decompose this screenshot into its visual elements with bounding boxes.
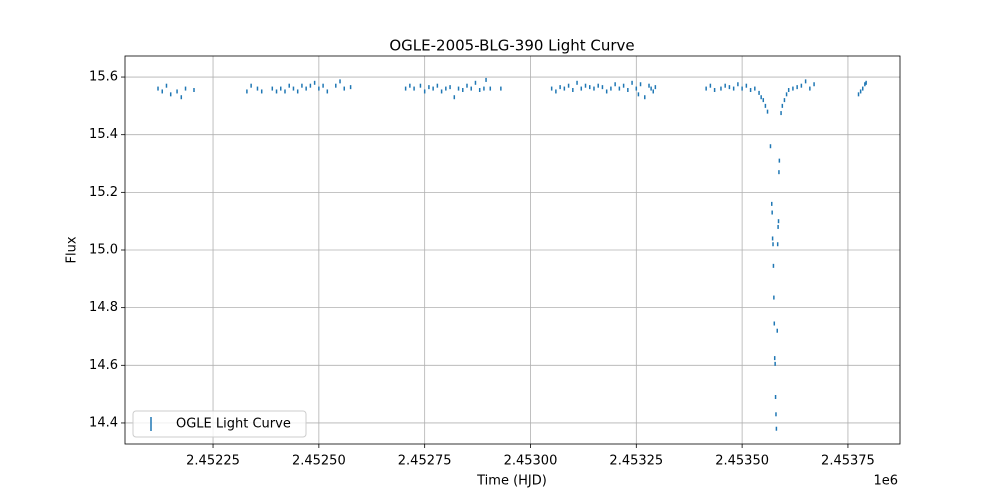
x-tick-label: 2.45325 [609,454,663,469]
x-tick-label: 2.45300 [504,454,558,469]
x-tick-label: 2.45350 [715,454,769,469]
y-tick-label: 14.4 [89,415,118,430]
x-axis-label: Time (HJD) [476,474,547,489]
y-tick-label: 14.6 [89,358,118,373]
y-axis-label: Flux [65,236,80,263]
legend-box [132,410,307,438]
y-tick-label: 15.2 [89,185,118,200]
x-tick-label: 2.45225 [186,454,240,469]
y-tick-label: 15.6 [89,70,118,85]
y-tick-label: 15.4 [89,127,118,142]
legend-label: OGLE Light Curve [176,417,291,432]
x-tick-label: 2.45250 [292,454,346,469]
legend: OGLE Light Curve [132,410,307,438]
x-tick-label: 2.45275 [398,454,452,469]
x-tick-label: 2.45375 [821,454,875,469]
y-tick-label: 15.0 [89,243,118,258]
chart-title: OGLE-2005-BLG-390 Light Curve [389,37,634,55]
x-offset-label: 1e6 [873,474,898,489]
data-points [157,77,867,431]
y-tick-label: 14.8 [89,300,118,315]
